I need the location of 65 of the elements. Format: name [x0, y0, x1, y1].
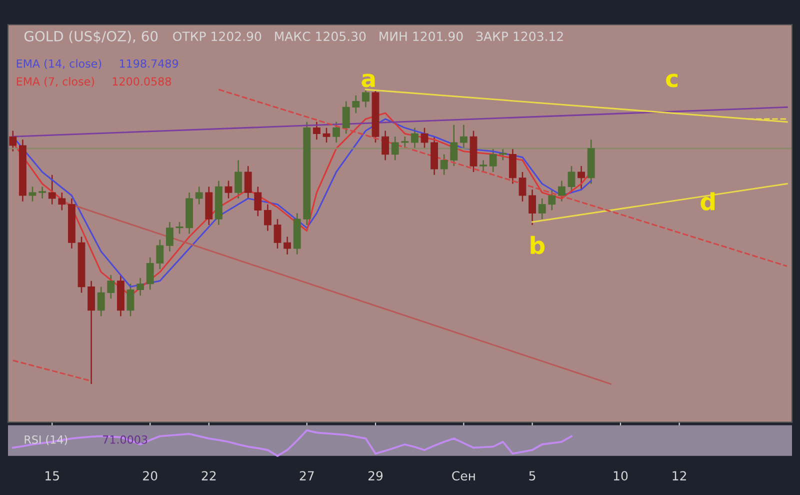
- candlestick: [284, 236, 292, 256]
- x-tick-label: Сен: [452, 471, 475, 481]
- candlestick: [342, 100, 350, 134]
- candlestick: [508, 148, 516, 184]
- candlestick: [28, 186, 36, 202]
- candlestick: [264, 204, 272, 232]
- candlestick: [391, 136, 399, 161]
- candlestick: [9, 130, 17, 152]
- x-tick-label: 15: [46, 471, 59, 481]
- candlestick: [528, 189, 536, 226]
- text: c: [666, 74, 678, 88]
- x-tick-label: 27: [300, 471, 314, 480]
- annotation: d: [700, 192, 715, 210]
- text: EMA (7, close): [16, 77, 94, 87]
- candlestick: [126, 283, 134, 317]
- candlestick: [362, 88, 370, 108]
- candlestick: [166, 221, 174, 252]
- text: 1200.0588: [112, 77, 171, 86]
- text: a: [362, 74, 375, 88]
- candlestick: [97, 286, 105, 317]
- candlestick: [176, 221, 184, 234]
- candlestick: [224, 180, 232, 200]
- candlestick: [499, 148, 507, 161]
- candlestick: [332, 121, 340, 144]
- x-tick-label: 29: [368, 471, 383, 481]
- candlestick: [440, 154, 448, 176]
- candlestick: [568, 165, 576, 194]
- candlestick: [254, 186, 262, 217]
- candlestick: [58, 192, 66, 211]
- candlestick: [88, 280, 96, 385]
- candlestick: [410, 127, 418, 150]
- candlestick: [518, 171, 526, 202]
- chart-title: GOLD (US$/OZ), 60: [24, 30, 158, 44]
- candlestick: [38, 186, 46, 200]
- x-tick-label: 12: [672, 471, 686, 480]
- candlestick: [274, 218, 282, 250]
- candlestick: [107, 274, 115, 300]
- candlestick: [352, 94, 360, 114]
- candlestick: [382, 130, 390, 161]
- candlestick: [460, 124, 468, 150]
- candlestick: [480, 160, 488, 173]
- candlestick: [146, 256, 154, 290]
- text: EMA (14, close): [16, 59, 102, 70]
- candlestick: [489, 148, 497, 173]
- x-tick-label: 22: [202, 471, 216, 480]
- x-tick-label: 20: [143, 471, 158, 481]
- chart-subtitle: ОТКР 1202.90 МАКС 1205.30 МИН 1201.90 ЗАКР 1203.12: [173, 32, 563, 42]
- candlestick: [136, 277, 144, 296]
- candlestick: [578, 165, 586, 190]
- candlestick: [558, 180, 566, 202]
- candlestick: [234, 160, 242, 200]
- candlestick: [195, 186, 203, 205]
- candlestick: [538, 198, 546, 220]
- candlestick: [244, 165, 252, 200]
- candlestick: [48, 174, 56, 205]
- x-tick-label: 5: [529, 471, 536, 481]
- x-tick-label: 10: [614, 471, 628, 481]
- candlestick: [156, 239, 164, 270]
- annotation: b: [530, 236, 545, 254]
- candlestick: [312, 121, 320, 140]
- text: 1198.7489: [120, 59, 178, 68]
- candlestick: [548, 189, 556, 211]
- candlestick: [450, 124, 458, 167]
- candlestick: [322, 127, 330, 144]
- candlestick: [420, 127, 428, 150]
